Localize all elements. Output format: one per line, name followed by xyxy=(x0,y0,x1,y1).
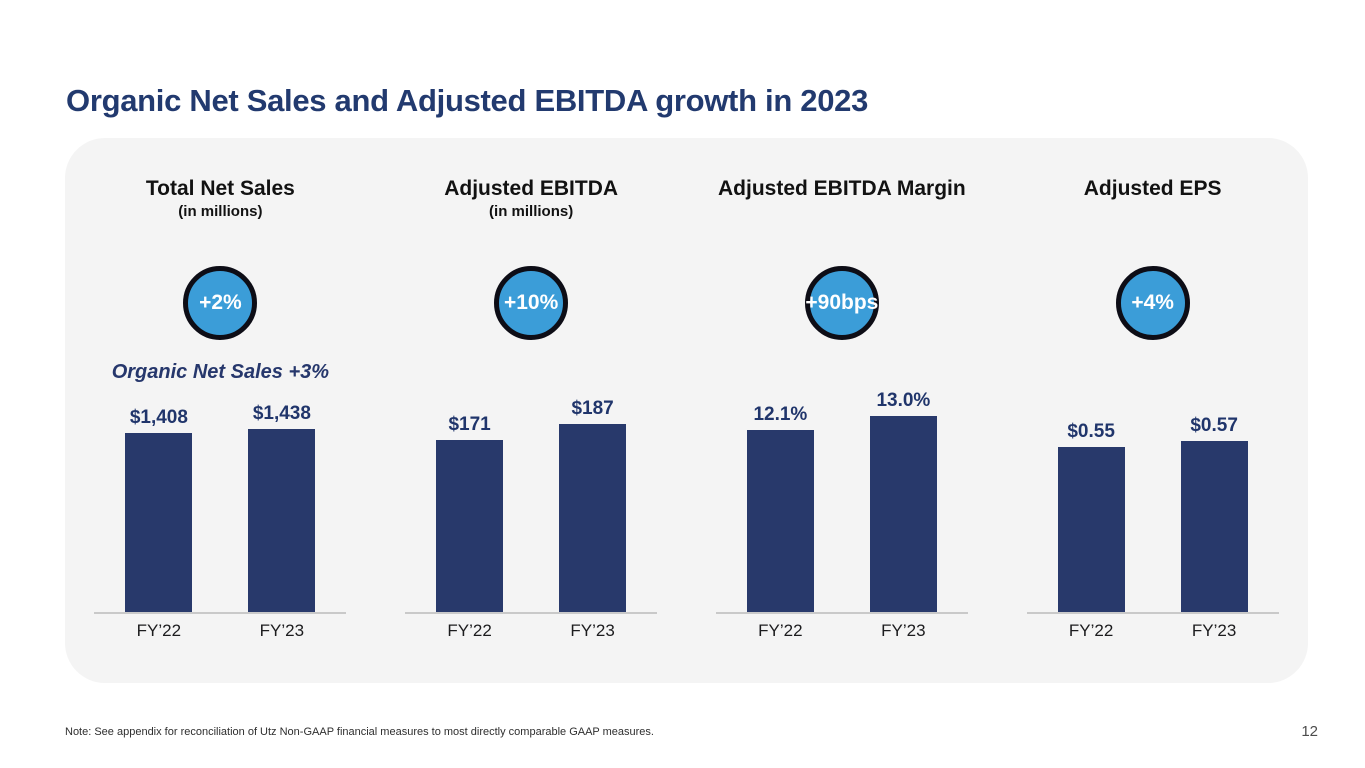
chart-column-1: Total Net Sales (in millions) +2% Organic N… xyxy=(65,176,376,683)
footnote: Note: See appendix for reconciliation of… xyxy=(65,726,654,738)
growth-badge-wrap: +90bps xyxy=(804,266,879,350)
bar xyxy=(436,440,504,612)
bar-value-label: 13.0% xyxy=(876,390,931,411)
chart-title: Adjusted EPS xyxy=(1083,177,1222,200)
chart-column-3: Adjusted EBITDA Margin +90bps 12.1% 13.0% FY… xyxy=(687,176,998,683)
bar-chart: 12.1% 13.0% xyxy=(715,390,968,614)
chart-subtitle: (in millions) xyxy=(489,203,574,220)
growth-badge: +90bps xyxy=(804,266,879,340)
bar xyxy=(1180,441,1248,612)
chart-subtitle: (in millions) xyxy=(178,203,263,220)
x-axis-label: FY’22 xyxy=(447,621,492,640)
x-axis-label: FY’23 xyxy=(881,621,926,640)
x-axis-label: FY’23 xyxy=(1191,621,1237,640)
bar xyxy=(869,416,937,612)
bar-chart: $0.55 $0.57 xyxy=(1026,394,1279,614)
bar-value-label: $1,438 xyxy=(252,403,311,424)
bar-group: $171 xyxy=(436,414,504,612)
growth-badge: +4% xyxy=(1115,266,1190,340)
x-axis-label: FY’23 xyxy=(259,621,305,640)
x-axis-label: FY’22 xyxy=(1068,621,1114,640)
chart-title: Total Net Sales xyxy=(145,177,295,200)
chart-column-4: Adjusted EPS +4% $0.55 $0.57 FY’22 FY’23 xyxy=(997,176,1308,683)
bar xyxy=(746,430,814,612)
growth-badge-wrap: +10% xyxy=(494,266,569,350)
bar-group: $187 xyxy=(559,398,627,612)
growth-badge-wrap: +4% xyxy=(1115,266,1190,350)
x-axis-label: FY’23 xyxy=(570,621,615,640)
bar-group: $0.55 xyxy=(1057,421,1125,612)
organic-note: Organic Net Sales +3% xyxy=(111,360,330,383)
x-axis-labels: FY’22 FY’23 xyxy=(716,621,968,641)
page-number: 12 xyxy=(1301,723,1318,740)
chart-column-2: Adjusted EBITDA (in millions) +10% $171 $187… xyxy=(376,176,687,683)
x-axis-labels: FY’22 FY’23 xyxy=(94,621,346,641)
bar-group: $0.57 xyxy=(1180,415,1248,612)
charts-row: Total Net Sales (in millions) +2% Organic N… xyxy=(65,138,1308,683)
bar-value-label: $187 xyxy=(571,398,614,419)
bar-chart: $171 $187 xyxy=(405,394,658,614)
bar-value-label: $171 xyxy=(448,414,491,435)
bar-value-label: $0.57 xyxy=(1190,415,1238,436)
growth-badge: +2% xyxy=(183,266,258,340)
bar-group: $1,438 xyxy=(248,403,316,612)
chart-title: Adjusted EBITDA Margin xyxy=(718,177,966,200)
chart-title: Adjusted EBITDA xyxy=(444,177,619,200)
bar-value-label: 12.1% xyxy=(753,404,808,425)
growth-badge-wrap: +2% xyxy=(183,266,258,350)
x-axis-labels: FY’22 FY’23 xyxy=(405,621,657,641)
bar-value-label: $1,408 xyxy=(129,407,188,428)
page-title: Organic Net Sales and Adjusted EBITDA gr… xyxy=(66,82,869,118)
bar-value-label: $0.55 xyxy=(1067,421,1115,442)
bar xyxy=(1057,447,1125,612)
bar xyxy=(559,424,627,612)
bar xyxy=(248,429,316,612)
bar xyxy=(125,433,193,612)
x-axis-label: FY’22 xyxy=(758,621,803,640)
x-axis-label: FY’22 xyxy=(136,621,182,640)
growth-badge: +10% xyxy=(494,266,569,340)
bar-group: 13.0% xyxy=(869,390,937,612)
bar-chart: $1,408 $1,438 xyxy=(94,394,347,614)
metrics-card: Total Net Sales (in millions) +2% Organic N… xyxy=(65,138,1308,683)
x-axis-labels: FY’22 FY’23 xyxy=(1027,621,1279,641)
bar-group: 12.1% xyxy=(746,404,814,612)
bar-group: $1,408 xyxy=(125,407,193,612)
